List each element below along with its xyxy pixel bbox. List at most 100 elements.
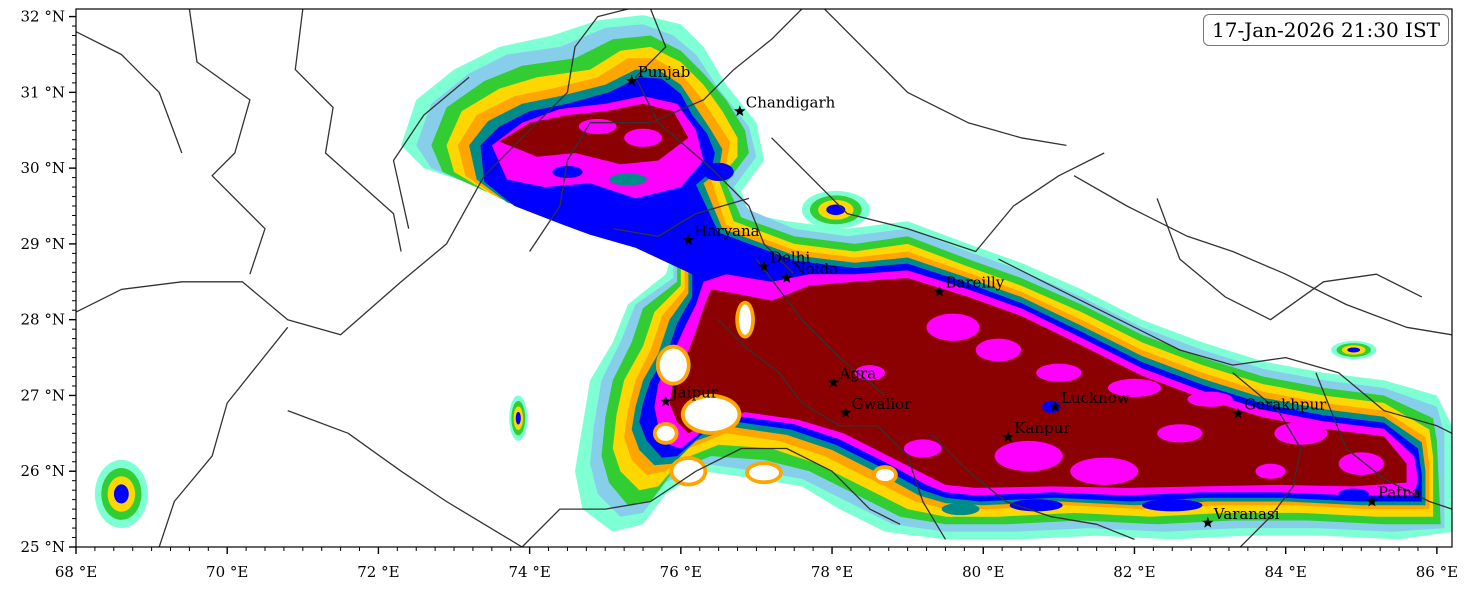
city-marker-patna [1366, 495, 1378, 507]
city-marker-delhi [758, 260, 770, 272]
field-speckle-19 [624, 128, 662, 147]
lon-tick-label-82: 82 °E [1113, 563, 1155, 581]
boundary-2 [294, 9, 402, 252]
field-speckle-21 [552, 165, 583, 178]
boundary-3 [76, 31, 183, 154]
boundary-16 [1232, 372, 1302, 547]
precipitation-field [94, 15, 1452, 540]
city-marker-lucknow [1049, 400, 1061, 412]
lon-tick-label-80: 80 °E [962, 563, 1004, 581]
city-label-chandigarh: Chandigarh [746, 93, 836, 111]
lon-tick-label-78: 78 °E [811, 563, 853, 581]
boundary-12 [1156, 198, 1423, 321]
city-marker-varanasi [1202, 516, 1214, 528]
lat-tick-label-26: 26 °N [21, 462, 65, 480]
city-marker-bareilly [933, 285, 946, 297]
lon-tick-label-84: 84 °E [1265, 563, 1307, 581]
city-chandigarh: Chandigarh [734, 93, 836, 117]
field-speckle-2 [1036, 363, 1082, 382]
field-speckle-22 [609, 173, 647, 186]
city-label-bareilly: Bareilly [945, 274, 1004, 292]
lon-tick-label-74: 74 °E [508, 563, 550, 581]
city-label-gwalior: Gwalior [852, 395, 912, 413]
city-kanpur: Kanpur [1002, 419, 1071, 442]
lat-tick-label-30: 30 °N [21, 159, 65, 177]
boundary-8 [771, 137, 1105, 253]
field-speckle-7 [1070, 457, 1139, 485]
city-gorakhpur: Gorakhpur [1232, 396, 1327, 419]
boundary-17 [1315, 372, 1452, 510]
city-label-varanasi: Varanasi [1213, 505, 1280, 523]
field-hole-2 [673, 459, 704, 483]
field-hole-3 [748, 465, 780, 481]
city-marker-gwalior [839, 406, 852, 418]
boundary-15 [929, 432, 1135, 541]
city-label-patna: Patna [1378, 484, 1421, 502]
field-speckle-17 [941, 503, 980, 516]
field-level-9-north [499, 103, 689, 165]
field-speckle-8 [903, 439, 942, 458]
city-label-noida: Noida [793, 260, 839, 278]
city-label-gorakhpur: Gorakhpur [1244, 396, 1327, 414]
field-speckle-15 [1142, 499, 1203, 512]
field-speckle-14 [1338, 488, 1369, 500]
field-speckle-4 [1187, 391, 1233, 407]
city-label-punjab: Punjab [638, 63, 691, 81]
cell-nepal-level7 [1347, 347, 1361, 353]
lat-tick-label-25: 25 °N [21, 538, 65, 556]
lat-tick-label-29: 29 °N [21, 235, 65, 253]
boundary-10 [998, 258, 1452, 434]
field-hole-4 [739, 304, 752, 335]
field-level-9-south [669, 278, 1407, 488]
field-speckle-9 [1157, 424, 1203, 443]
city-marker-haryana [682, 234, 695, 245]
boundary-18 [755, 258, 886, 396]
city-marker-gorakhpur [1232, 407, 1244, 419]
map-frame [75, 8, 1453, 548]
boundary-9 [824, 9, 1067, 147]
boundary-14 [521, 447, 901, 547]
field-hole-5 [656, 425, 675, 441]
boundary-4 [158, 326, 289, 547]
city-marker-agra [827, 376, 840, 388]
city-jaipur: Jaipur [660, 384, 719, 407]
field-speckle-6 [994, 440, 1063, 472]
city-marker-noida [781, 272, 793, 283]
boundary-1 [188, 9, 266, 275]
cell-rajasthan-level7 [515, 411, 521, 425]
boundary-0 [76, 9, 629, 336]
field-speckle-3 [1108, 378, 1161, 397]
lon-tick-label-72: 72 °E [357, 563, 399, 581]
boundary-11 [1073, 175, 1452, 336]
city-gwalior: Gwalior [839, 395, 912, 418]
boundary-6 [529, 9, 803, 252]
timestamp-label: 17-Jan-2026 21:30 IST [1203, 14, 1449, 46]
city-lucknow: Lucknow [1049, 389, 1130, 412]
city-label-jaipur: Jaipur [670, 384, 719, 402]
field-speckle-16 [1009, 499, 1063, 512]
city-varanasi: Varanasi [1202, 505, 1280, 528]
city-label-kanpur: Kanpur [1014, 419, 1071, 437]
boundary-13 [718, 319, 947, 540]
axis-ticks: 68 °E 70 °E 72 °E 74 °E 76 °E 78 °E 80 °E 82 °E… [21, 8, 1459, 581]
field-hole-6 [875, 468, 895, 482]
field-hole-1 [684, 397, 738, 432]
city-label-haryana: Haryana [694, 222, 759, 240]
city-marker-jaipur [660, 395, 672, 407]
city-haryana: Haryana [682, 222, 760, 245]
boundary-19 [612, 197, 750, 237]
lat-tick-label-28: 28 °N [21, 311, 65, 329]
city-marker-kanpur [1002, 431, 1014, 442]
city-noida: Noida [781, 260, 838, 283]
city-label-agra: Agra [839, 365, 877, 383]
city-bareilly: Bareilly [933, 274, 1005, 297]
cell-west-level7 [113, 484, 129, 504]
lon-tick-label-70: 70 °E [206, 563, 248, 581]
boundary-5 [287, 409, 523, 547]
admin-boundaries [76, 9, 1452, 547]
lat-tick-label-32: 32 °N [21, 8, 65, 26]
city-label-delhi: Delhi [770, 249, 810, 267]
city-agra: Agra [827, 365, 877, 388]
field-speckle-5 [1274, 421, 1328, 445]
